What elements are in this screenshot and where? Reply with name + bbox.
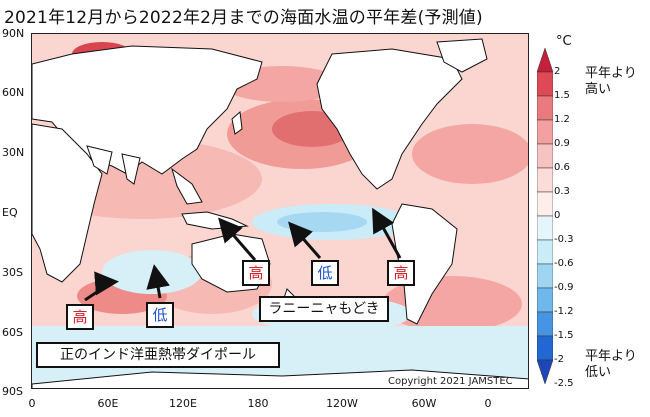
colorbar-tick: 2 bbox=[554, 66, 561, 77]
colorbar-tick: -0.6 bbox=[554, 258, 574, 269]
lon-tick-0-right: 0 bbox=[484, 397, 492, 410]
lon-tick-120w: 120W bbox=[326, 397, 358, 410]
colorbar-segment bbox=[537, 167, 553, 193]
southeast-asia-land bbox=[171, 167, 203, 205]
colorbar-segment bbox=[537, 143, 553, 169]
copyright-text: Copyright 2021 JAMSTEC bbox=[388, 376, 513, 387]
colorbar-tick: -2 bbox=[554, 354, 564, 365]
lat-tick-eq: EQ bbox=[2, 206, 18, 219]
legend-low-label: 平年より低い bbox=[585, 349, 637, 380]
africa-land bbox=[32, 123, 103, 283]
japan-land bbox=[231, 110, 243, 135]
india-land bbox=[121, 153, 141, 185]
colorbar-tick: -2.5 bbox=[554, 378, 574, 389]
colorbar-tick: 0.6 bbox=[554, 162, 570, 173]
colorbar-segment bbox=[537, 359, 553, 384]
antarctica-land bbox=[32, 369, 528, 388]
arabia-land bbox=[86, 145, 113, 175]
lon-tick-60e: 60E bbox=[97, 397, 119, 410]
colorbar-segment bbox=[537, 311, 553, 337]
map-title: 2021年12月から2022年2月までの海面水温の平年差(予測値) bbox=[4, 8, 483, 28]
lat-tick-60s: 60S bbox=[2, 326, 23, 339]
colorbar-segment bbox=[537, 71, 553, 97]
label-high-east-pacific: 高 bbox=[387, 260, 415, 286]
colorbar bbox=[537, 48, 553, 384]
south-america-land bbox=[391, 203, 458, 325]
label-low-indian: 低 bbox=[146, 302, 174, 328]
colorbar-segment bbox=[537, 335, 553, 361]
arrow-low-indian bbox=[146, 264, 170, 299]
colorbar-tick: 1.2 bbox=[554, 114, 570, 125]
arrow-high-indian bbox=[84, 271, 119, 302]
colorbar-tick: 0 bbox=[554, 210, 561, 221]
arrow-high-east-pacific bbox=[372, 207, 402, 259]
greenland-land bbox=[436, 38, 488, 73]
lat-tick-90s: 90S bbox=[2, 385, 23, 398]
label-low-pacific: 低 bbox=[311, 260, 339, 286]
colorbar-tick: -0.3 bbox=[554, 234, 574, 245]
lat-tick-30s: 30S bbox=[2, 266, 23, 279]
lon-tick-180: 180 bbox=[247, 397, 269, 410]
arrow-low-pacific bbox=[288, 221, 322, 259]
colorbar-segment bbox=[537, 263, 553, 289]
legend-high-label: 平年より高い bbox=[585, 66, 637, 97]
lat-tick-30n: 30N bbox=[2, 146, 25, 159]
colorbar-tick: 1.5 bbox=[554, 90, 570, 101]
lon-tick-120e: 120E bbox=[169, 397, 197, 410]
warm-area-north-atlantic bbox=[412, 124, 528, 184]
colorbar-segment bbox=[537, 95, 553, 121]
lon-tick-0: 0 bbox=[28, 397, 36, 410]
label-indian-ocean-dipole: 正のインド洋亜熱帯ダイポール bbox=[36, 342, 280, 368]
arrow-high-west-pacific bbox=[218, 217, 257, 261]
colorbar-tick: 0.3 bbox=[554, 186, 570, 197]
colorbar-segment bbox=[537, 48, 553, 73]
colorbar-tick: -1.2 bbox=[554, 306, 574, 317]
label-high-west-pacific: 高 bbox=[242, 260, 270, 286]
colorbar-segment bbox=[537, 287, 553, 313]
colorbar-unit: °C bbox=[556, 34, 572, 49]
label-la-nina-modoki: ラニーニャもどき bbox=[259, 296, 389, 322]
colorbar-segment bbox=[537, 215, 553, 241]
colorbar-segment bbox=[537, 239, 553, 265]
colorbar-tick: -1.5 bbox=[554, 330, 574, 341]
lat-tick-60n: 60N bbox=[2, 86, 25, 99]
label-high-indian: 高 bbox=[66, 304, 94, 330]
colorbar-tick: -0.9 bbox=[554, 282, 574, 293]
colorbar-segment bbox=[537, 191, 553, 217]
colorbar-tick: 0.9 bbox=[554, 138, 570, 149]
lat-tick-90n: 90N bbox=[2, 27, 25, 40]
colorbar-segment bbox=[537, 119, 553, 145]
lon-tick-60w: 60W bbox=[411, 397, 437, 410]
